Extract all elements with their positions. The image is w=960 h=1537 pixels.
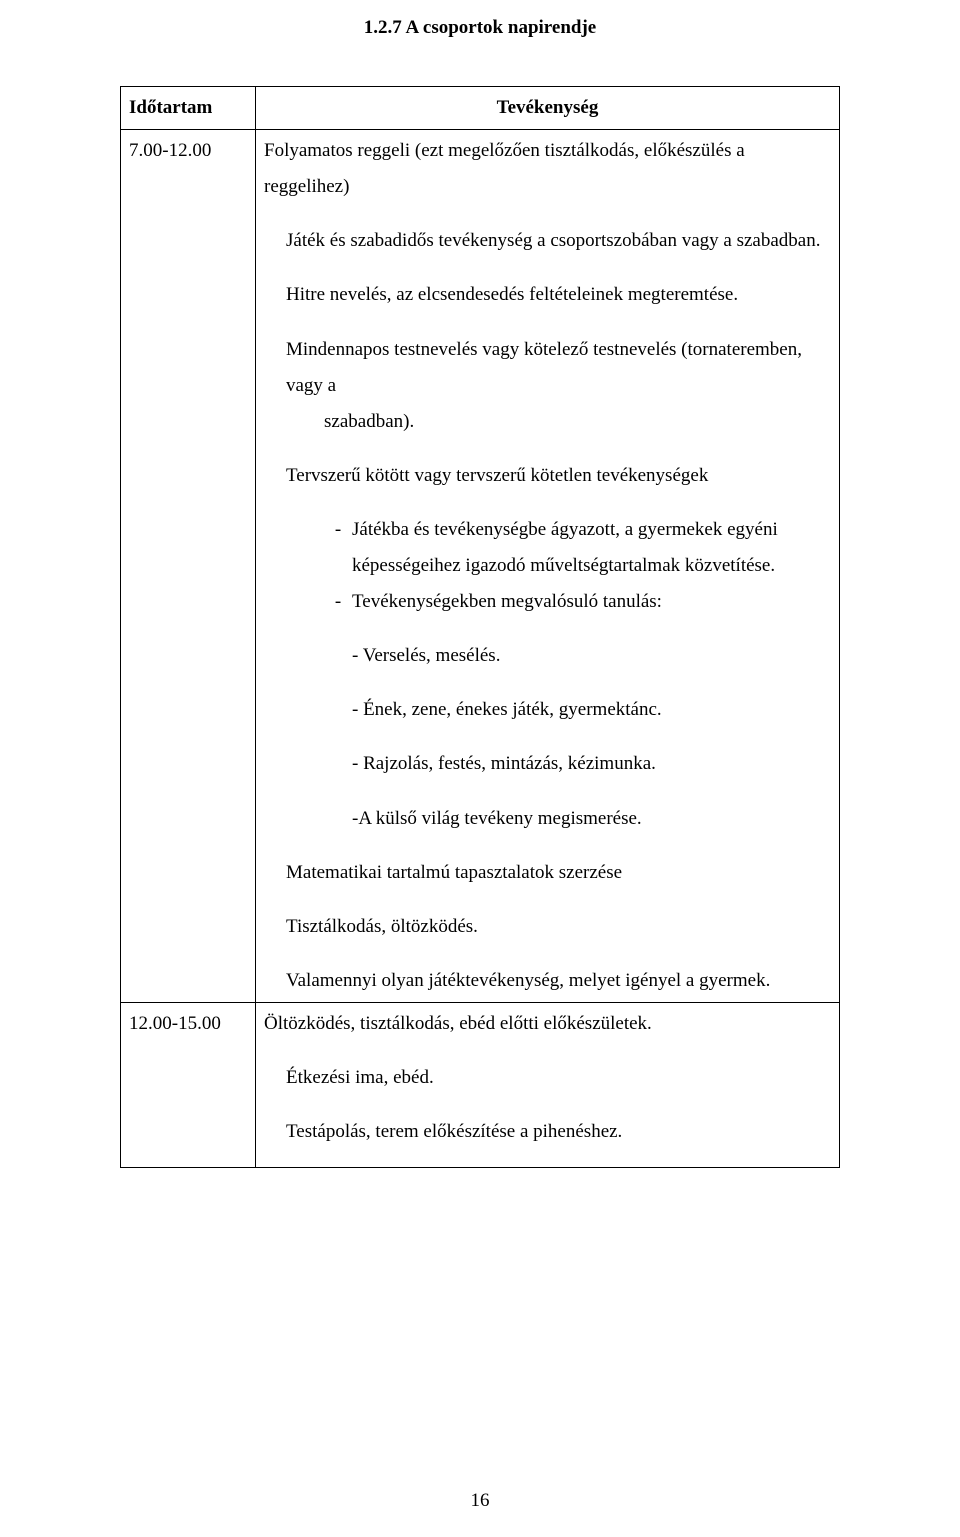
table-header-row: Időtartam Tevékenység xyxy=(121,87,840,130)
list: - Játékba és tevékenységbe ágyazott, a g… xyxy=(324,512,831,620)
cell-time: 12.00-15.00 xyxy=(121,1002,256,1167)
text-line: Tisztálkodás, öltözködés. xyxy=(286,909,831,945)
text-line: Öltözködés, tisztálkodás, ebéd előtti el… xyxy=(264,1006,831,1042)
list-text: Játékba és tevékenységbe ágyazott, a gye… xyxy=(352,512,831,548)
cell-activity: Öltözködés, tisztálkodás, ebéd előtti el… xyxy=(256,1002,840,1167)
cell-time: 7.00-12.00 xyxy=(121,130,256,1003)
cell-activity: Folyamatos reggeli (ezt megelőzően tiszt… xyxy=(256,130,840,1003)
header-time: Időtartam xyxy=(121,87,256,130)
header-activity: Tevékenység xyxy=(256,87,840,130)
page-number: 16 xyxy=(0,1483,960,1519)
text-line: Mindennapos testnevelés vagy kötelező te… xyxy=(286,332,831,404)
sub-item: - Verselés, mesélés. xyxy=(352,638,831,674)
list-text-cont: képességeihez igazodó műveltségtartalmak… xyxy=(352,555,775,576)
text-line: szabadban). xyxy=(324,404,831,440)
text-line: Játék és szabadidős tevékenység a csopor… xyxy=(286,223,831,259)
list-item: - Játékba és tevékenységbe ágyazott, a g… xyxy=(324,512,831,548)
section-title: 1.2.7 A csoportok napirendje xyxy=(120,10,840,46)
text-line: Folyamatos reggeli (ezt megelőzően tiszt… xyxy=(264,133,831,205)
text-line: Hitre nevelés, az elcsendesedés feltétel… xyxy=(286,277,831,313)
sub-item: - Rajzolás, festés, mintázás, kézimunka. xyxy=(352,746,831,782)
sub-item: -A külső világ tevékeny megismerése. xyxy=(352,801,831,837)
list-item: - Tevékenységekben megvalósuló tanulás: xyxy=(324,584,831,620)
bullet-marker: - xyxy=(324,584,352,620)
list-text: Tevékenységekben megvalósuló tanulás: xyxy=(352,584,831,620)
table-row: 7.00-12.00 Folyamatos reggeli (ezt megel… xyxy=(121,130,840,1003)
text-line: Valamennyi olyan játéktevékenység, melye… xyxy=(286,963,831,999)
sub-item: - Ének, zene, énekes játék, gyermektánc. xyxy=(352,692,831,728)
table-row: 12.00-15.00 Öltözködés, tisztálkodás, eb… xyxy=(121,1002,840,1167)
text-line: Étkezési ima, ebéd. xyxy=(286,1060,831,1096)
bullet-marker: - xyxy=(324,512,352,548)
text-line: Matematikai tartalmú tapasztalatok szerz… xyxy=(286,855,831,891)
schedule-table: Időtartam Tevékenység 7.00-12.00 Folyama… xyxy=(120,86,840,1168)
text-line: Testápolás, terem előkészítése a pihenés… xyxy=(286,1114,831,1150)
text-line: Tervszerű kötött vagy tervszerű kötetlen… xyxy=(286,458,831,494)
